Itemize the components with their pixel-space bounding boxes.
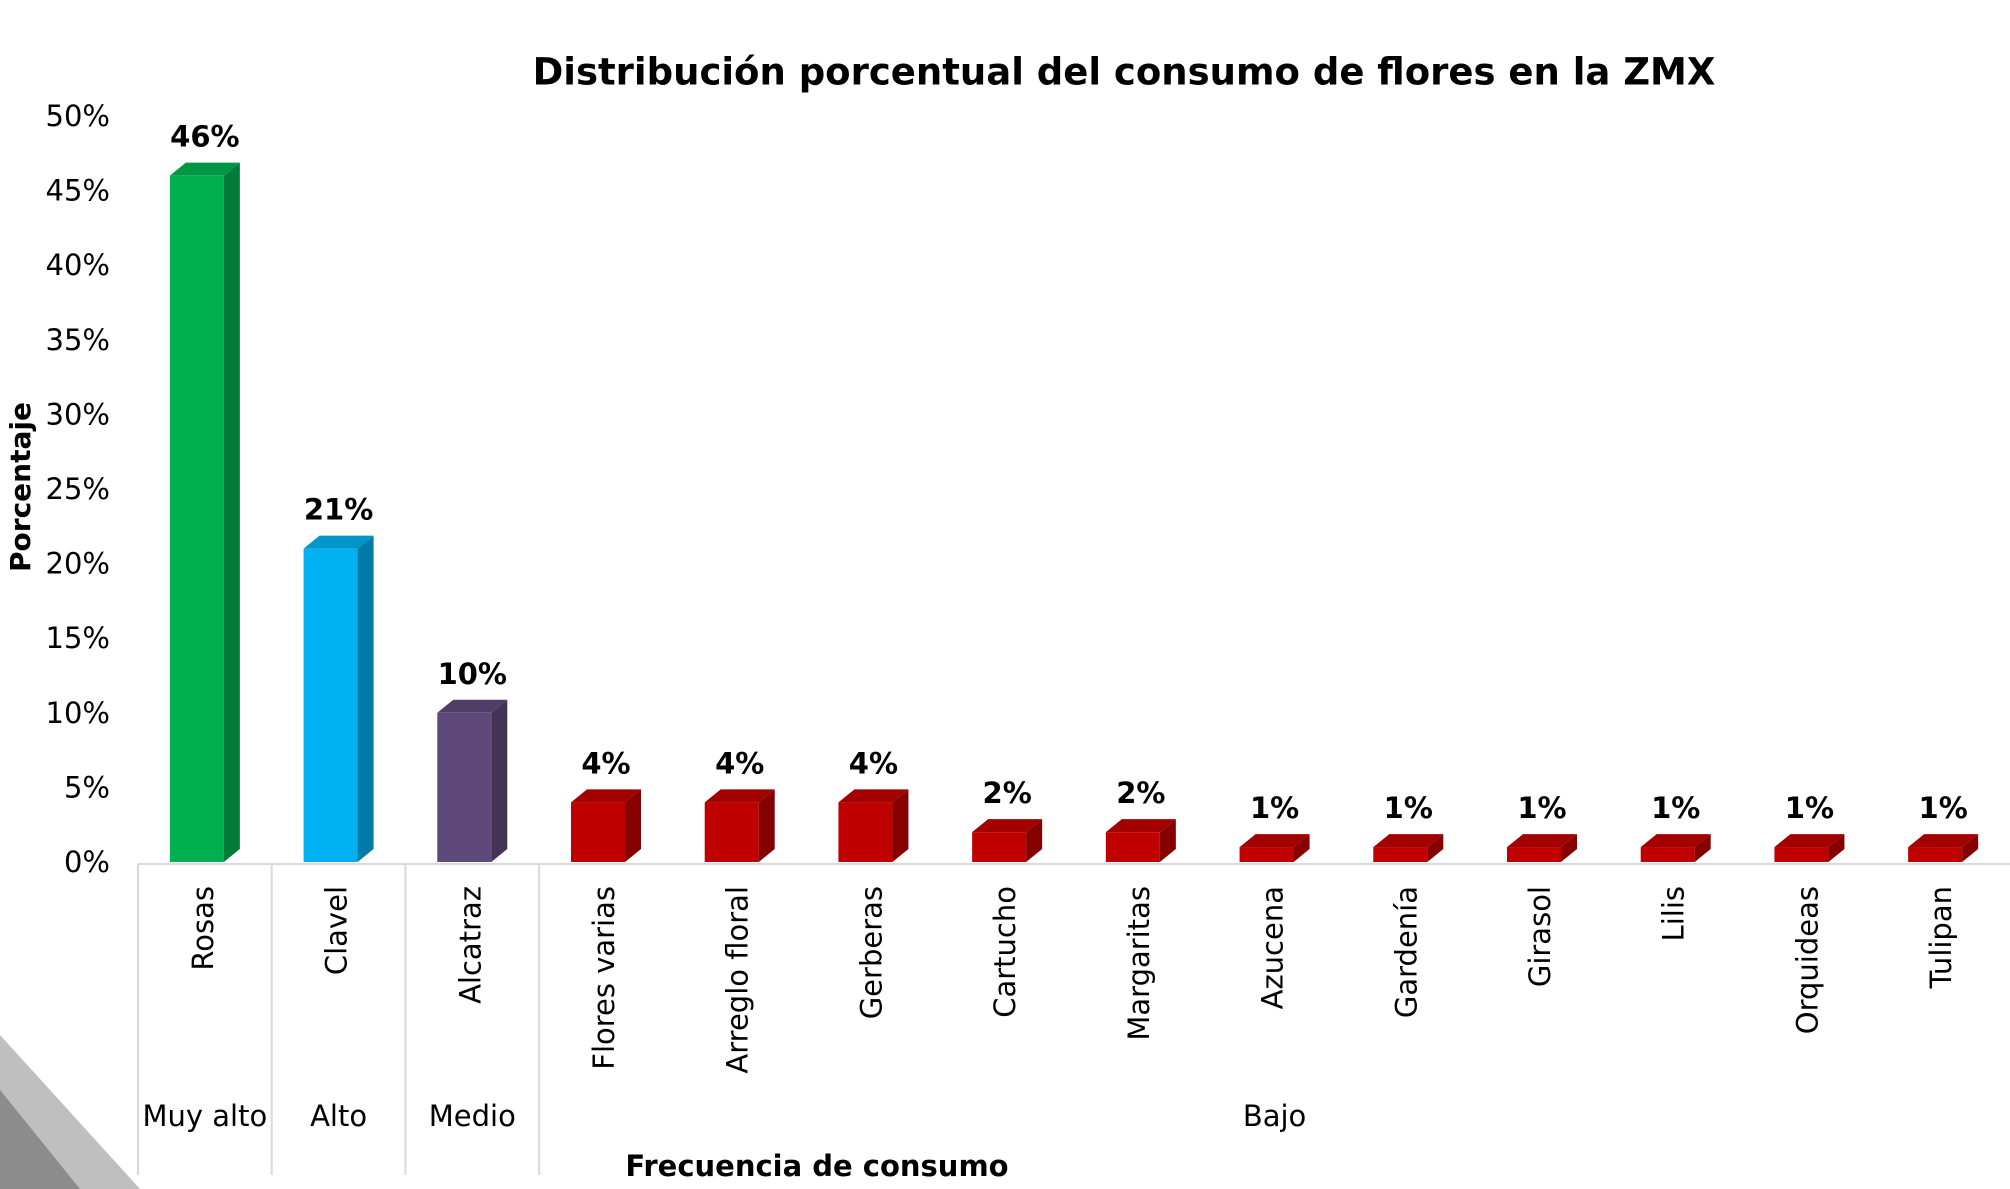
x-tick-label: Clavel: [320, 886, 354, 975]
x-tick-label: Orquideas: [1790, 886, 1824, 1034]
y-tick-label: 10%: [46, 696, 110, 730]
group-label: Alto: [310, 1099, 367, 1133]
bar-side: [1962, 834, 1979, 862]
data-label: 46%: [170, 120, 239, 154]
data-label: 4%: [581, 746, 630, 780]
bar: [1908, 847, 1963, 862]
x-tick-label: Gerberas: [854, 886, 888, 1019]
bar: [1640, 847, 1695, 862]
data-label: 4%: [715, 746, 764, 780]
bar-top: [1105, 819, 1176, 833]
x-tick-label: Azucena: [1256, 886, 1290, 1009]
x-tick-label: Lilis: [1657, 886, 1691, 941]
x-tick-label: Girasol: [1523, 886, 1557, 987]
x-tick-label: Flores varias: [587, 886, 621, 1070]
bar-side: [1561, 834, 1577, 862]
x-tick-label: Gardenía: [1389, 886, 1423, 1018]
y-tick-label: 20%: [46, 547, 110, 581]
data-label: 1%: [1919, 791, 1968, 825]
bar-top: [1774, 834, 1845, 848]
bar-side: [892, 789, 909, 862]
group-label: Medio: [429, 1099, 516, 1133]
bar-top: [303, 535, 374, 549]
y-tick-label: 0%: [64, 845, 110, 879]
x-tick-label: Arreglo floral: [721, 886, 755, 1074]
bar: [838, 802, 893, 862]
data-label: 21%: [304, 493, 373, 527]
bar: [1774, 847, 1829, 862]
bar: [1507, 847, 1561, 862]
decoration: [0, 1090, 80, 1189]
y-tick-label: 35%: [46, 323, 110, 357]
group-label: Muy alto: [142, 1099, 267, 1133]
data-label: 4%: [849, 746, 898, 780]
x-tick-label: Rosas: [186, 886, 220, 971]
data-label: 1%: [1250, 791, 1299, 825]
y-tick-label: 45%: [46, 174, 110, 208]
data-label: 1%: [1517, 791, 1566, 825]
y-tick-label: 30%: [46, 397, 110, 431]
bar-top: [437, 699, 508, 713]
y-tick-label: 40%: [46, 248, 110, 282]
bar-top: [972, 819, 1043, 833]
y-tick-label: 5%: [64, 770, 110, 804]
data-label: 2%: [1116, 776, 1165, 810]
bar-top: [1507, 834, 1577, 848]
y-tick-label: 25%: [46, 472, 110, 506]
bar-top: [1373, 834, 1444, 848]
bar-side: [758, 789, 775, 862]
bar-top: [704, 789, 775, 803]
y-tick-label: 15%: [46, 621, 110, 655]
bar: [169, 175, 224, 862]
y-tick-label: 50%: [46, 99, 110, 133]
bar: [303, 548, 358, 862]
bar: [1373, 847, 1428, 862]
group-label: Bajo: [1243, 1099, 1306, 1133]
bar-side: [1427, 834, 1444, 862]
bar: [437, 712, 492, 862]
x-tick-label: Cartucho: [988, 886, 1022, 1018]
bar-side: [625, 789, 641, 862]
data-label: 10%: [438, 657, 507, 691]
bar-top: [571, 789, 641, 803]
bar-side: [1828, 834, 1845, 862]
x-tick-label: Tulipan: [1924, 886, 1958, 989]
bar-top: [1640, 834, 1711, 848]
data-label: 2%: [983, 776, 1032, 810]
data-label: 1%: [1384, 791, 1433, 825]
bar: [1239, 847, 1294, 862]
bar-top: [1908, 834, 1979, 848]
data-label: 1%: [1651, 791, 1700, 825]
y-axis-title: Porcentaje: [4, 402, 37, 572]
bar-side: [491, 699, 508, 862]
x-axis-title: Frecuencia de consumo: [625, 1149, 1008, 1183]
bar-side: [1026, 819, 1043, 862]
bar-side: [1694, 834, 1711, 862]
bar-side: [1293, 834, 1310, 862]
bar-side: [1159, 819, 1176, 862]
bar-side: [357, 535, 374, 862]
bar: [704, 802, 759, 862]
chart-title: Distribución porcentual del consumo de f…: [533, 51, 1716, 94]
x-tick-label: Margaritas: [1122, 886, 1156, 1041]
bar-top: [169, 162, 240, 176]
x-tick-label: Alcatraz: [453, 886, 487, 1004]
bar: [1105, 832, 1160, 862]
bar-top: [1239, 834, 1310, 848]
bar-side: [223, 162, 240, 862]
bar-top: [838, 789, 909, 803]
bar: [571, 802, 625, 862]
data-label: 1%: [1785, 791, 1834, 825]
bar: [972, 832, 1027, 862]
